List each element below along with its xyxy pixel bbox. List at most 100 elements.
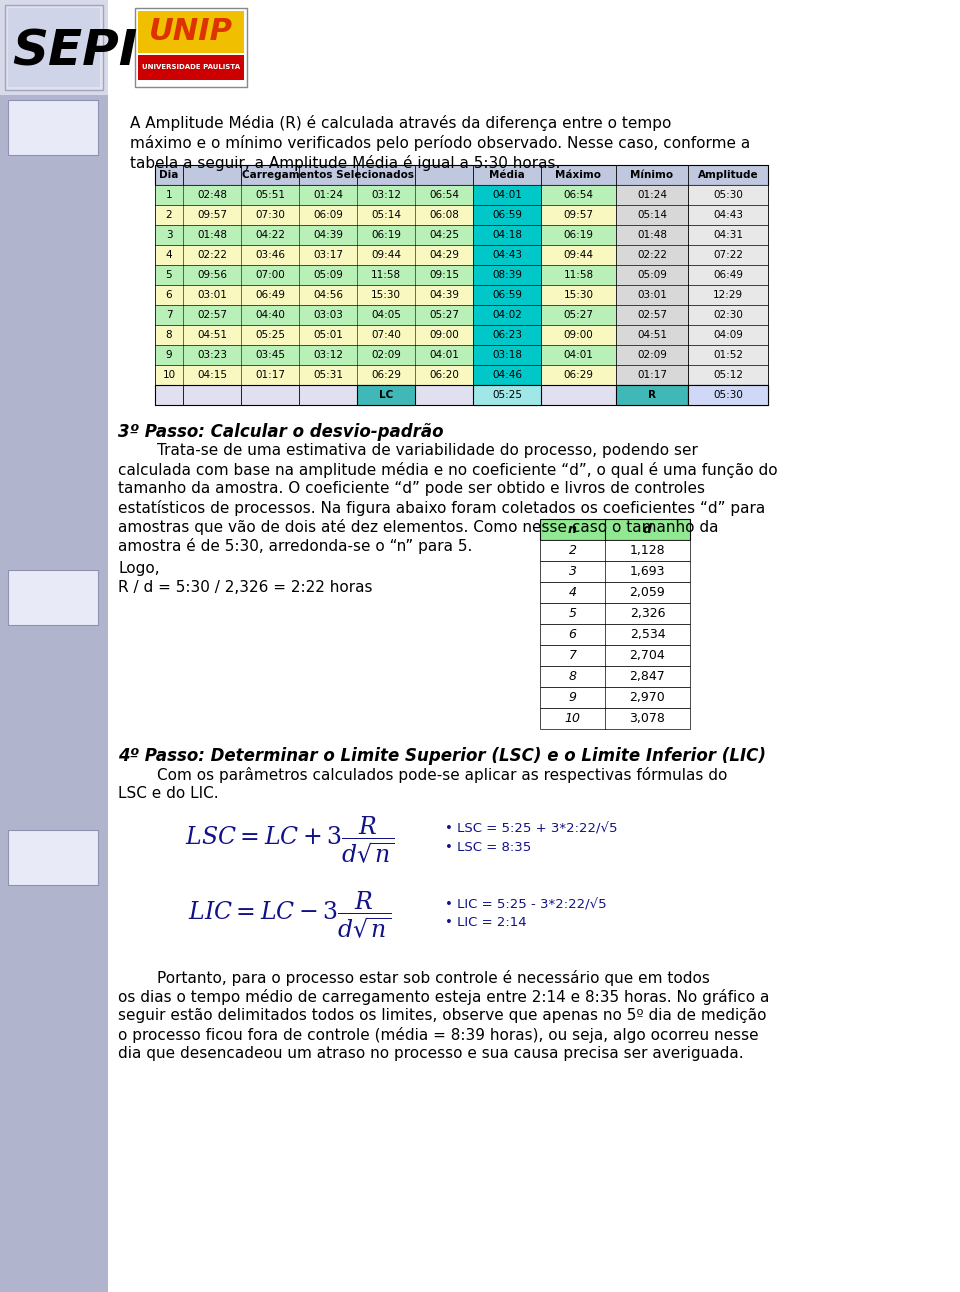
Text: 4: 4 <box>568 587 577 599</box>
Bar <box>108 0 960 96</box>
Text: Portanto, para o processo estar sob controle é necessário que em todos: Portanto, para o processo estar sob cont… <box>118 970 709 986</box>
Text: estatísticos de processos. Na figura abaixo foram coletados os coeficientes “d” : estatísticos de processos. Na figura aba… <box>118 500 765 516</box>
Text: 2,704: 2,704 <box>630 649 665 662</box>
Text: 10: 10 <box>162 370 176 380</box>
Bar <box>8 570 98 625</box>
Bar <box>688 185 768 205</box>
Text: 05:27: 05:27 <box>429 310 459 320</box>
Bar <box>8 99 98 155</box>
Bar <box>688 345 768 366</box>
Text: 09:57: 09:57 <box>564 211 593 220</box>
Text: 09:00: 09:00 <box>564 329 593 340</box>
Bar <box>473 385 541 404</box>
Text: amostra é de 5:30, arredonda-se o “n” para 5.: amostra é de 5:30, arredonda-se o “n” pa… <box>118 537 472 554</box>
Text: $LSC = LC + 3\dfrac{R}{d\sqrt{n}}$: $LSC = LC + 3\dfrac{R}{d\sqrt{n}}$ <box>185 814 395 866</box>
Text: 9: 9 <box>166 350 172 360</box>
Text: 06:19: 06:19 <box>371 230 401 240</box>
Text: 06:49: 06:49 <box>255 289 285 300</box>
Text: 04:01: 04:01 <box>429 350 459 360</box>
Text: 02:22: 02:22 <box>197 249 227 260</box>
Bar <box>138 12 244 53</box>
Bar <box>616 286 688 305</box>
Text: • LSC = 5:25 + 3*2:22/√5: • LSC = 5:25 + 3*2:22/√5 <box>445 823 617 836</box>
Text: 04:51: 04:51 <box>637 329 667 340</box>
Text: 07:00: 07:00 <box>255 270 285 280</box>
Text: • LIC = 5:25 - 3*2:22/√5: • LIC = 5:25 - 3*2:22/√5 <box>445 898 607 911</box>
Text: 05:09: 05:09 <box>637 270 667 280</box>
Text: 09:00: 09:00 <box>429 329 459 340</box>
Text: Trata-se de uma estimativa de variabilidade do processo, podendo ser: Trata-se de uma estimativa de variabilid… <box>118 443 698 457</box>
Text: 2,326: 2,326 <box>630 607 665 620</box>
Bar <box>155 286 768 305</box>
Bar <box>473 366 541 385</box>
Text: 05:30: 05:30 <box>713 390 743 401</box>
Bar <box>616 225 688 245</box>
Text: 05:30: 05:30 <box>713 190 743 200</box>
Text: 06:59: 06:59 <box>492 289 522 300</box>
Text: 04:25: 04:25 <box>429 230 459 240</box>
Text: 06:09: 06:09 <box>313 211 343 220</box>
Bar <box>138 56 244 80</box>
Bar <box>540 561 690 581</box>
Text: 11:58: 11:58 <box>371 270 401 280</box>
Text: 06:54: 06:54 <box>429 190 459 200</box>
Text: 6: 6 <box>568 628 577 641</box>
Text: 09:57: 09:57 <box>197 211 227 220</box>
Bar <box>155 165 768 185</box>
Text: 06:20: 06:20 <box>429 370 459 380</box>
Text: UNIVERSIDADE PAULISTA: UNIVERSIDADE PAULISTA <box>142 65 240 70</box>
Text: 05:09: 05:09 <box>313 270 343 280</box>
Bar <box>688 366 768 385</box>
Text: 06:54: 06:54 <box>564 190 593 200</box>
Text: LSC e do LIC.: LSC e do LIC. <box>118 786 219 801</box>
Text: Média: Média <box>490 171 525 180</box>
Bar <box>357 385 415 404</box>
Text: 4º Passo: Determinar o Limite Superior (LSC) e o Limite Inferior (LIC): 4º Passo: Determinar o Limite Superior (… <box>118 747 766 765</box>
Text: 3º Passo: Calcular o desvio-padrão: 3º Passo: Calcular o desvio-padrão <box>118 422 444 441</box>
Bar <box>108 96 960 1292</box>
Text: 09:44: 09:44 <box>564 249 593 260</box>
Text: 3: 3 <box>166 230 172 240</box>
Text: • LSC = 8:35: • LSC = 8:35 <box>445 841 531 854</box>
Bar <box>540 687 690 708</box>
Bar <box>540 603 690 624</box>
Text: 8: 8 <box>568 671 577 683</box>
Text: 07:22: 07:22 <box>713 249 743 260</box>
Text: 05:25: 05:25 <box>255 329 285 340</box>
Bar <box>155 245 768 265</box>
Text: 06:23: 06:23 <box>492 329 522 340</box>
Bar <box>616 326 688 345</box>
Text: 04:15: 04:15 <box>197 370 227 380</box>
Text: 04:56: 04:56 <box>313 289 343 300</box>
Text: 7: 7 <box>568 649 577 662</box>
Text: Amplitude: Amplitude <box>698 171 758 180</box>
Text: 07:30: 07:30 <box>255 211 285 220</box>
Text: 04:31: 04:31 <box>713 230 743 240</box>
Text: 06:59: 06:59 <box>492 211 522 220</box>
Text: 05:25: 05:25 <box>492 390 522 401</box>
Text: 06:29: 06:29 <box>371 370 401 380</box>
Text: 2,534: 2,534 <box>630 628 665 641</box>
Text: 03:03: 03:03 <box>313 310 343 320</box>
Bar <box>155 366 768 385</box>
Bar <box>688 305 768 326</box>
Text: 06:49: 06:49 <box>713 270 743 280</box>
Text: A Amplitude Média (R) é calculada através da diferença entre o tempo: A Amplitude Média (R) é calculada atravé… <box>130 115 671 130</box>
Bar <box>473 305 541 326</box>
Text: seguir estão delimitados todos os limites, observe que apenas no 5º dia de mediç: seguir estão delimitados todos os limite… <box>118 1008 766 1023</box>
Text: 2,059: 2,059 <box>630 587 665 599</box>
Text: 02:09: 02:09 <box>372 350 401 360</box>
Text: amostras que vão de dois até dez elementos. Como nesse caso o tamanho da: amostras que vão de dois até dez element… <box>118 519 718 535</box>
Text: 2: 2 <box>166 211 172 220</box>
Bar <box>616 305 688 326</box>
Bar <box>155 385 768 404</box>
Bar <box>688 326 768 345</box>
Text: Logo,: Logo, <box>118 561 159 576</box>
Text: 3: 3 <box>568 565 577 578</box>
Text: LC: LC <box>379 390 394 401</box>
Text: 03:45: 03:45 <box>255 350 285 360</box>
Text: 04:46: 04:46 <box>492 370 522 380</box>
Bar <box>0 0 108 1292</box>
Bar <box>616 345 688 366</box>
Text: 04:05: 04:05 <box>372 310 401 320</box>
